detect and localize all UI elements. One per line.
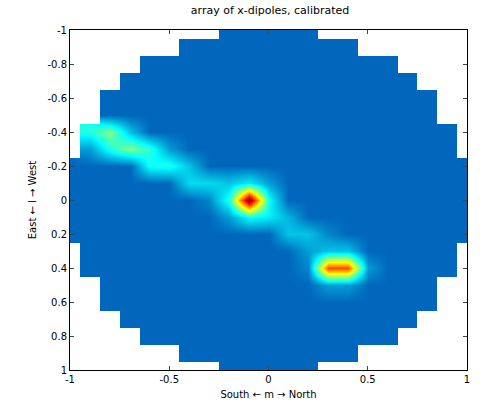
svg-text:0.6: 0.6 xyxy=(51,297,67,308)
svg-text:-1: -1 xyxy=(65,374,75,385)
svg-text:array of x-dipoles, calibrated: array of x-dipoles, calibrated xyxy=(191,4,349,17)
svg-text:-0.6: -0.6 xyxy=(47,93,67,104)
svg-text:-0.2: -0.2 xyxy=(47,161,67,172)
svg-text:0.8: 0.8 xyxy=(51,331,67,342)
svg-text:0: 0 xyxy=(61,195,67,206)
svg-text:East ← l → West: East ← l → West xyxy=(27,161,38,239)
svg-text:0.5: 0.5 xyxy=(360,374,376,385)
svg-text:0.4: 0.4 xyxy=(51,263,67,274)
svg-text:-0.8: -0.8 xyxy=(47,59,67,70)
svg-text:1: 1 xyxy=(464,374,470,385)
svg-text:0: 0 xyxy=(265,374,271,385)
svg-text:-1: -1 xyxy=(57,25,67,36)
svg-text:-0.5: -0.5 xyxy=(159,374,179,385)
svg-text:1: 1 xyxy=(61,365,67,376)
svg-text:-0.4: -0.4 xyxy=(47,127,67,138)
svg-text:South ← m → North: South ← m → North xyxy=(220,389,316,400)
svg-text:0.2: 0.2 xyxy=(51,229,67,240)
